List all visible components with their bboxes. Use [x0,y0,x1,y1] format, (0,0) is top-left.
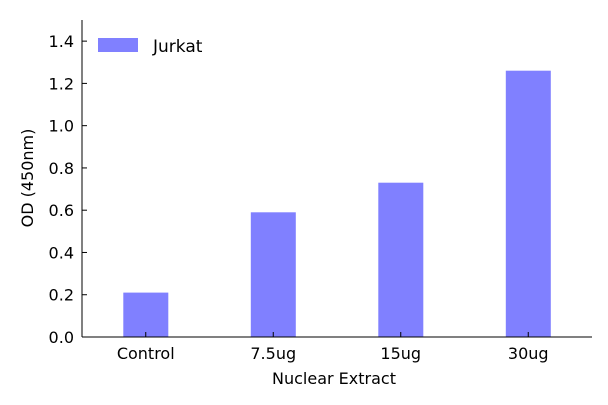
y-tick-label: 1.2 [49,74,74,93]
bar-30ug [505,70,551,337]
y-tick-label: 0.2 [49,286,74,305]
x-tick-label: 30ug [508,344,549,363]
legend: Jurkat [98,37,203,57]
bar-7-5ug [250,212,296,337]
axes-layer [81,20,592,338]
legend-swatch-jurkat [98,38,138,52]
bar-control [123,292,169,337]
y-tick-label: 1.4 [49,32,74,51]
x-tick-label: 7.5ug [250,344,296,363]
x-axis-label: Nuclear Extract [272,369,396,388]
bar-15ug [378,182,424,337]
y-axis-label: OD (450nm) [18,129,37,228]
legend-label-jurkat: Jurkat [152,37,203,57]
y-ticks: 0.0 0.2 0.4 0.6 0.8 1.0 1.2 1.4 [49,32,87,347]
x-tick-label: 15ug [380,344,421,363]
bars-layer [123,70,551,337]
y-tick-label: 0.0 [49,328,74,347]
y-tick-label: 0.4 [49,243,74,262]
y-tick-label: 0.6 [49,201,74,220]
y-tick-label: 1.0 [49,117,74,136]
x-ticks: Control 7.5ug 15ug 30ug [117,332,549,363]
y-tick-label: 0.8 [49,159,74,178]
x-tick-label: Control [117,344,175,363]
